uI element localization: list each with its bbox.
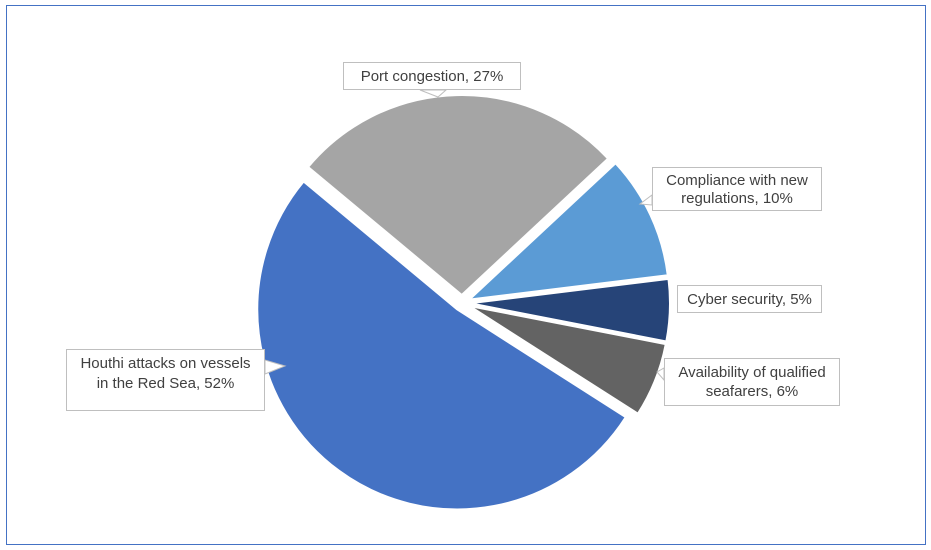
- leader-port: [419, 89, 448, 98]
- slice-port-congestion: [306, 94, 610, 297]
- label-port-congestion: Port congestion, 27%: [343, 62, 521, 90]
- slice-compliance: [466, 161, 669, 301]
- leader-houthi: [264, 359, 287, 375]
- label-houthi-attacks: Houthi attacks on vessels in the Red Sea…: [66, 349, 265, 411]
- slice-cyber-security: [469, 277, 671, 343]
- label-compliance: Compliance with new regulations, 10%: [652, 167, 822, 211]
- slice-seafarers: [468, 304, 667, 416]
- label-seafarers: Availability of qualified seafarers, 6%: [664, 358, 840, 406]
- label-cyber-security: Cyber security, 5%: [677, 285, 822, 313]
- slice-houthi-attacks: [256, 180, 628, 511]
